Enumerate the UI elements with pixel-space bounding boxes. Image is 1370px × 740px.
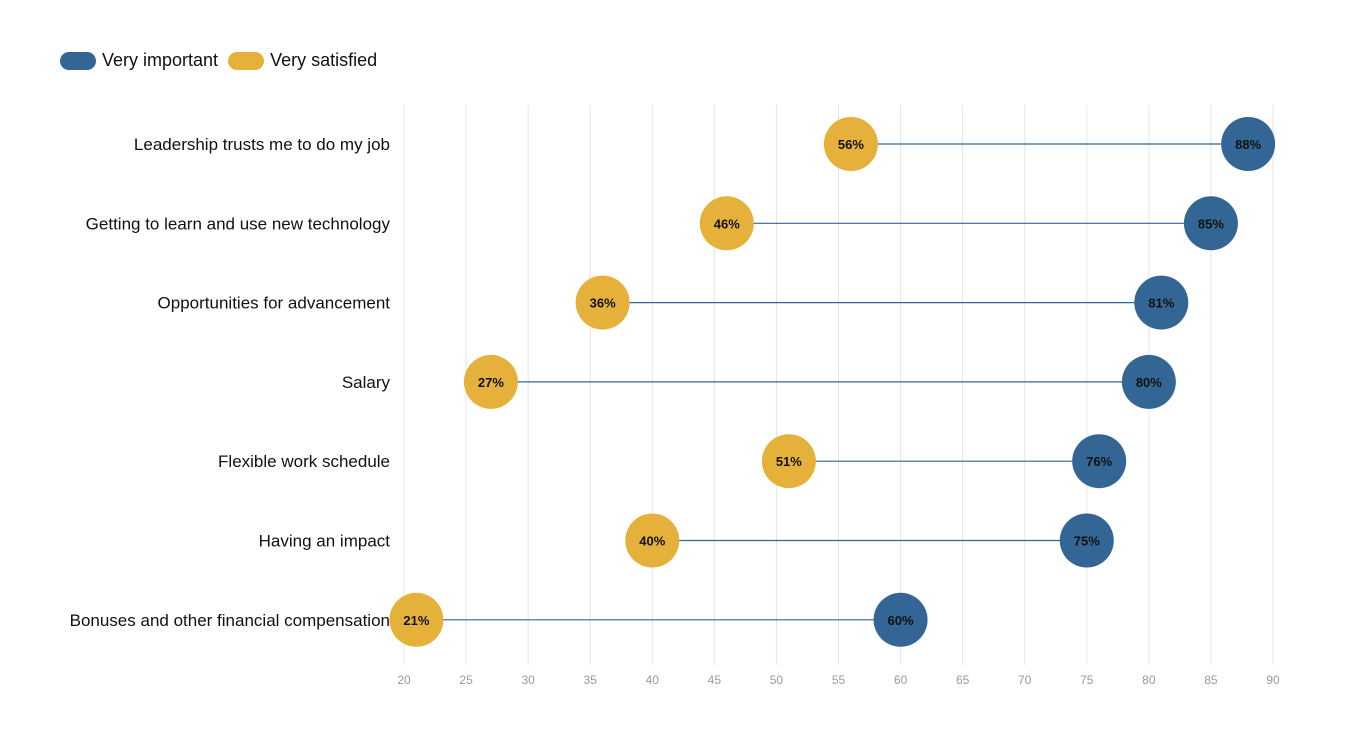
x-tick-label-65: 65 [956, 673, 970, 687]
legend-swatch-very-satisfied [228, 51, 265, 70]
point-very-important-bonuses-and-other-financial-compensation [873, 592, 928, 647]
label-very-satisfied-getting-to-learn-and-use-new-technology: 46% [714, 216, 740, 231]
x-tick-label-70: 70 [1018, 673, 1032, 687]
label-very-important-having-an-impact: 75% [1074, 534, 1100, 549]
x-tick-label-20: 20 [397, 673, 411, 687]
legend-item-very-important[interactable]: Very important [60, 50, 218, 71]
label-very-important-getting-to-learn-and-use-new-technology: 85% [1198, 216, 1224, 231]
x-tick-label-40: 40 [646, 673, 660, 687]
label-very-important-bonuses-and-other-financial-compensation: 60% [888, 613, 914, 628]
category-label-having-an-impact: Having an impact [259, 532, 391, 551]
label-very-satisfied-having-an-impact: 40% [639, 534, 665, 549]
x-tick-label-25: 25 [459, 673, 473, 687]
point-very-important-getting-to-learn-and-use-new-technology [1183, 196, 1238, 251]
row-salary: Salary 80% 27% [342, 354, 1176, 409]
category-label-getting-to-learn-and-use-new-technology: Getting to learn and use new technology [86, 214, 391, 233]
legend-swatch-very-important [60, 51, 96, 70]
label-very-satisfied-salary: 27% [478, 375, 504, 390]
point-very-important-having-an-impact [1059, 513, 1114, 568]
legend-label-very-important: Very important [102, 50, 219, 70]
label-very-satisfied-bonuses-and-other-financial-compensation: 21% [403, 613, 429, 628]
row-bonuses-and-other-financial-compensation: Bonuses and other financial compensation… [70, 592, 928, 647]
point-very-important-salary [1121, 354, 1176, 409]
point-very-satisfied-getting-to-learn-and-use-new-technology [699, 196, 754, 251]
label-very-important-flexible-work-schedule: 76% [1086, 454, 1112, 469]
point-very-important-opportunities-for-advancement [1134, 275, 1189, 330]
point-very-satisfied-having-an-impact [625, 513, 680, 568]
category-label-salary: Salary [342, 373, 391, 392]
point-very-satisfied-leadership-trusts-me-to-do-my-job [823, 117, 878, 171]
label-very-satisfied-leadership-trusts-me-to-do-my-job: 56% [838, 137, 864, 152]
legend: Very important Very satisfied [60, 50, 387, 71]
x-tick-label-60: 60 [894, 673, 908, 687]
x-tick-label-30: 30 [521, 673, 535, 687]
category-label-leadership-trusts-me-to-do-my-job: Leadership trusts me to do my job [134, 135, 390, 154]
x-tick-label-90: 90 [1266, 673, 1280, 687]
label-very-important-salary: 80% [1136, 375, 1162, 390]
x-tick-label-35: 35 [584, 673, 598, 687]
x-tick-label-75: 75 [1080, 673, 1094, 687]
point-very-satisfied-flexible-work-schedule [761, 434, 816, 489]
x-tick-label-45: 45 [708, 673, 722, 687]
point-very-satisfied-bonuses-and-other-financial-compensation [389, 592, 444, 647]
point-very-important-leadership-trusts-me-to-do-my-job [1221, 117, 1276, 171]
row-opportunities-for-advancement: Opportunities for advancement 81% 36% [158, 275, 1189, 330]
x-tick-label-80: 80 [1142, 673, 1156, 687]
legend-item-very-satisfied[interactable]: Very satisfied [228, 50, 377, 71]
x-tick-label-55: 55 [832, 673, 846, 687]
row-having-an-impact: Having an impact 75% 40% [259, 513, 1114, 568]
label-very-important-opportunities-for-advancement: 81% [1148, 296, 1174, 311]
category-label-opportunities-for-advancement: Opportunities for advancement [158, 294, 391, 313]
label-very-satisfied-opportunities-for-advancement: 36% [590, 296, 616, 311]
x-tick-label-85: 85 [1204, 673, 1218, 687]
gridlines [403, 105, 1274, 665]
point-very-satisfied-opportunities-for-advancement [575, 275, 630, 330]
x-axis-ticks: 20 25 30 35 40 45 50 55 60 65 70 75 80 85 90 [397, 673, 1280, 687]
label-very-satisfied-flexible-work-schedule: 51% [776, 454, 802, 469]
label-very-important-leadership-trusts-me-to-do-my-job: 88% [1235, 137, 1261, 152]
point-very-important-flexible-work-schedule [1072, 434, 1127, 489]
row-flexible-work-schedule: Flexible work schedule 76% 51% [218, 434, 1127, 489]
row-leadership-trusts-me-to-do-my-job: Leadership trusts me to do my job 88% 56% [134, 117, 1276, 171]
row-getting-to-learn-and-use-new-technology: Getting to learn and use new technology 8… [86, 196, 1238, 251]
point-very-satisfied-salary [463, 354, 518, 409]
category-label-flexible-work-schedule: Flexible work schedule [218, 452, 390, 471]
legend-label-very-satisfied: Very satisfied [270, 50, 378, 70]
x-tick-label-50: 50 [770, 673, 784, 687]
category-label-bonuses-and-other-financial-compensation: Bonuses and other financial compensation [70, 611, 390, 630]
